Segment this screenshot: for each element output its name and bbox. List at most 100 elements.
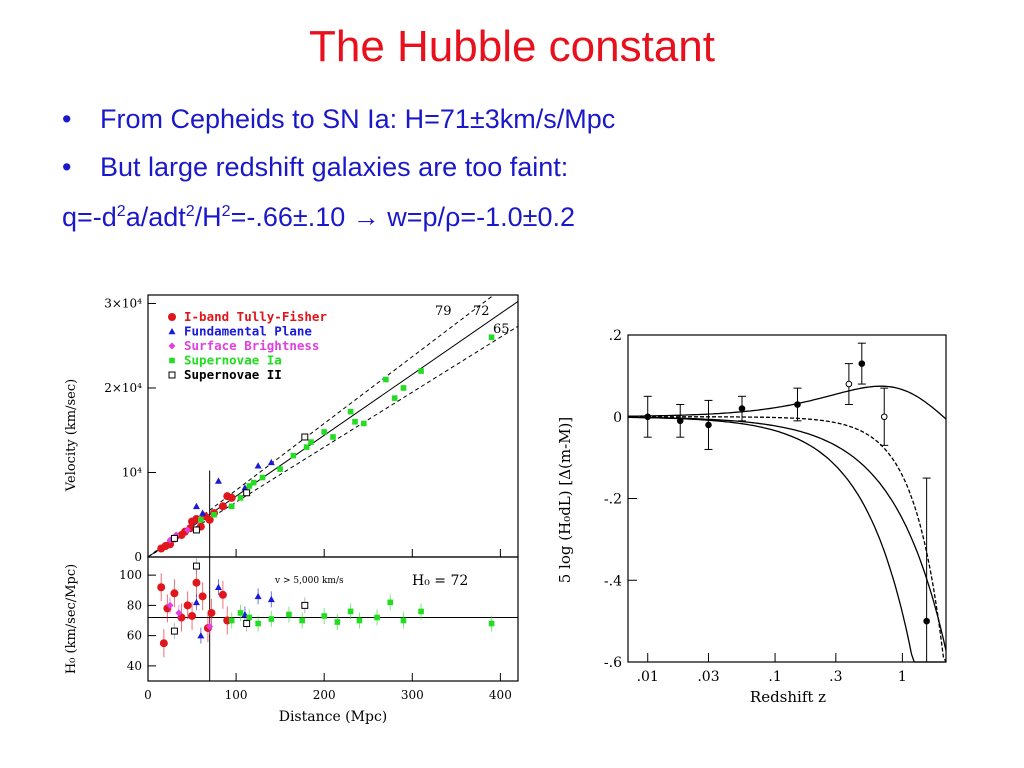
data-point	[192, 598, 200, 606]
x-tick-label: 1	[898, 669, 907, 685]
data-point	[644, 413, 652, 421]
data-point	[277, 466, 283, 472]
data-point	[880, 413, 888, 421]
data-point	[199, 509, 207, 516]
x-tick-label: 0	[144, 688, 152, 702]
y-tick-label: 60	[127, 629, 142, 643]
legend-label: I-band Tully-Fisher	[184, 309, 327, 324]
residual-redshift-figure: .2 0 -.2 -.4 -.6 .01 .03 .1 .3 1 5 log (H₀dL) [Δ(…	[556, 328, 947, 706]
data-point	[168, 342, 176, 350]
formula-part: q=-d	[62, 202, 117, 232]
residual-plot-frame	[627, 334, 947, 663]
data-point	[400, 617, 407, 624]
velocity-cut-annotation: v > 5,000 km/s	[274, 576, 344, 586]
bullet-item: • From Cepheids to SN Ia: H=71±3km/s/Mpc	[62, 104, 615, 152]
data-point	[383, 376, 389, 383]
x-tick-label: .3	[829, 669, 842, 685]
legend-label: Surface Brightness	[184, 338, 319, 353]
data-point	[188, 611, 197, 620]
distance-axis-label: Distance (Mpc)	[279, 709, 388, 725]
data-point	[845, 380, 853, 388]
data-point	[255, 620, 261, 627]
data-point	[321, 613, 327, 619]
slide-title: The Hubble constant	[308, 22, 716, 71]
x-tick-label: 300	[401, 688, 424, 702]
x-tick-label: 400	[489, 688, 512, 702]
deceleration-formula: q=-d2a/adt2/H2=-.66±.10 → w=p/ρ=-1.0±0.2	[62, 202, 575, 233]
data-point	[192, 562, 200, 570]
data-point	[705, 421, 712, 429]
x-tick-label: 100	[225, 688, 248, 702]
data-point	[168, 328, 176, 335]
velocity-axis-label: Velocity (km/sec)	[64, 379, 79, 492]
data-point	[206, 623, 214, 631]
data-point	[321, 429, 327, 435]
x-tick-label: .1	[768, 669, 781, 685]
data-point	[214, 477, 222, 484]
data-point	[308, 439, 314, 445]
legend-label: Supernovae Ia	[184, 353, 282, 368]
legend-label: Supernovae II	[184, 367, 282, 382]
data-point	[228, 617, 235, 624]
data-point	[198, 592, 207, 601]
data-point	[387, 599, 394, 606]
y-tick-label: -.6	[604, 655, 622, 671]
formula-part: a/adt	[125, 202, 186, 232]
data-point	[259, 474, 266, 481]
bullet-text: From Cepheids to SN Ia: H=71±3km/s/Mpc	[100, 104, 616, 134]
data-point	[347, 408, 354, 415]
hubble-diagram-figure: 0 10⁴ 2×10⁴ 3×10⁴ 40 60 80 100 0 100 200 300 400 I-b…	[64, 294, 519, 725]
data-point	[243, 489, 251, 497]
data-point	[166, 540, 175, 549]
line-label-65: 65	[493, 322, 510, 337]
h0-plot-frame	[147, 556, 519, 682]
model-curve-dashed	[628, 416, 947, 663]
data-point	[246, 483, 253, 489]
data-point	[205, 515, 214, 524]
y-tick-label: 80	[127, 598, 142, 612]
data-point	[858, 360, 866, 367]
data-point	[352, 418, 358, 425]
x-tick-label: .01	[637, 669, 659, 685]
data-point	[250, 479, 257, 486]
data-point	[192, 502, 200, 510]
data-point	[183, 601, 192, 610]
data-point	[418, 608, 424, 615]
h0-value-annotation: H₀ = 72	[412, 573, 468, 589]
data-point	[243, 620, 251, 628]
bullet-dot-icon: •	[62, 152, 72, 182]
data-point	[267, 595, 275, 603]
x-tick-label: 200	[313, 688, 336, 702]
data-point	[175, 609, 183, 617]
data-point	[488, 334, 495, 341]
model-curve-upper	[628, 385, 947, 420]
bullet-item: • But large redshift galaxies are too fa…	[62, 152, 615, 200]
y-tick-label: 100	[119, 568, 142, 582]
data-point	[347, 608, 354, 615]
model-curve-middle	[628, 416, 947, 651]
y-tick-label: 3×10⁴	[104, 296, 142, 310]
data-point	[227, 493, 236, 502]
data-point	[184, 526, 192, 534]
data-point	[738, 405, 746, 412]
data-point	[169, 357, 175, 364]
formula-superscript: 2	[116, 203, 126, 220]
data-point	[168, 313, 176, 321]
model-curve-lower	[628, 416, 946, 663]
line-label-79: 79	[435, 304, 452, 319]
y-tick-label: 2×10⁴	[104, 381, 142, 395]
x-tick-label: .03	[697, 669, 719, 685]
data-point	[356, 617, 363, 624]
data-point	[241, 484, 249, 491]
data-point	[267, 458, 275, 466]
data-point	[676, 417, 684, 425]
line-label-72: 72	[473, 304, 490, 319]
y-tick-label: 0	[134, 550, 142, 564]
data-point	[198, 517, 204, 523]
data-point	[334, 619, 341, 625]
data-point	[374, 614, 380, 621]
data-point	[794, 401, 801, 408]
data-point	[301, 601, 309, 609]
data-point	[268, 616, 275, 622]
legend-label: Fundamental Plane	[184, 324, 312, 339]
